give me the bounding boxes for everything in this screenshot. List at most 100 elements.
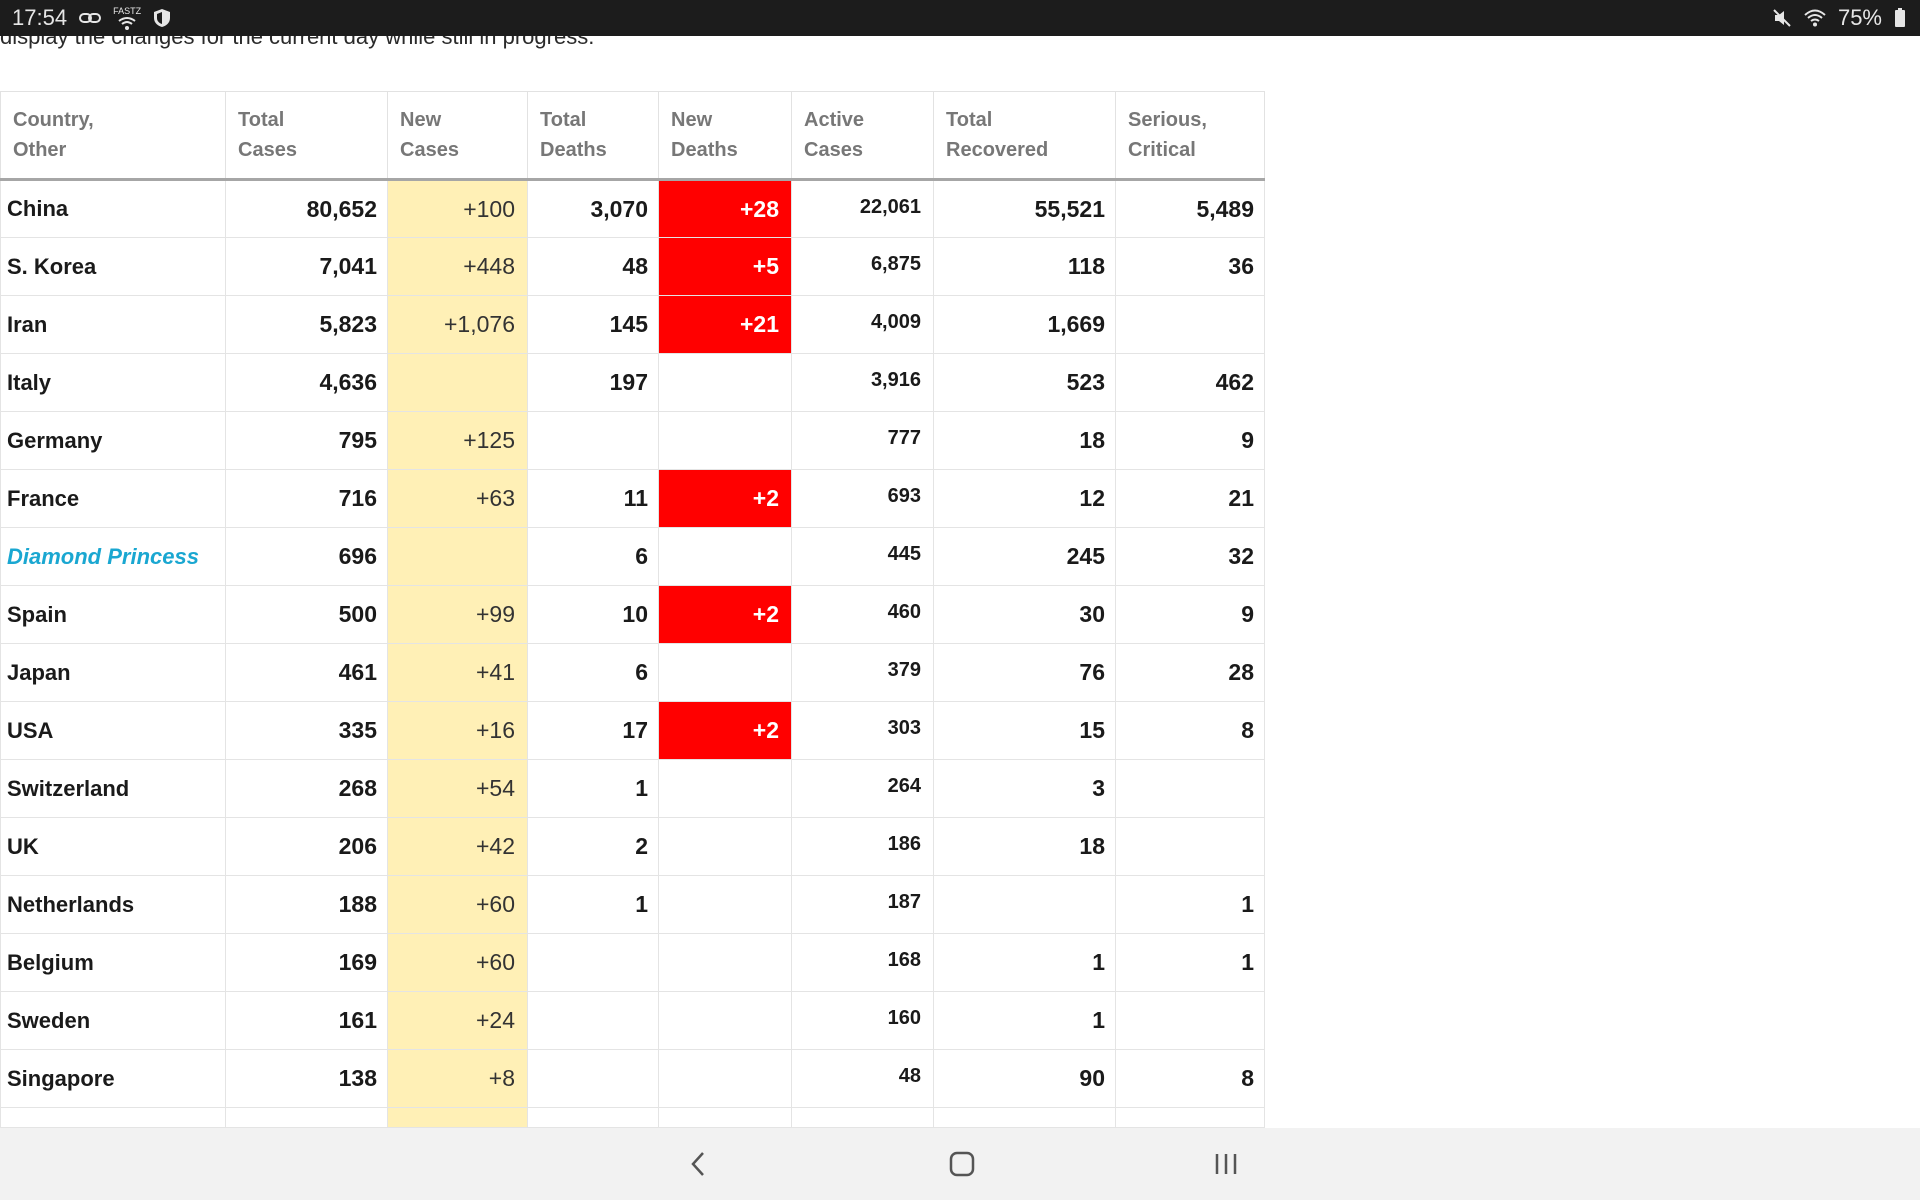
- cell-total-cases: 461: [225, 643, 388, 702]
- cell-new-cases: [387, 353, 528, 412]
- header-total-cases[interactable]: Total Cases: [225, 91, 388, 181]
- cell-total-deaths: [527, 1049, 659, 1108]
- cell-serious-critical: 28: [1115, 643, 1265, 702]
- cell-new-cases: +100: [387, 179, 528, 238]
- cell-country: Japan: [0, 643, 226, 702]
- cell-total-cases: 335: [225, 701, 388, 760]
- cell-total-recovered: 18: [933, 817, 1116, 876]
- cell-new-deaths: [658, 411, 792, 470]
- cell-new-cases: +125: [387, 411, 528, 470]
- cell-total-cases: 4,636: [225, 353, 388, 412]
- table-row: Germany 795 +125 777 18 9: [0, 411, 1265, 470]
- cell-active-cases: 460: [791, 585, 934, 644]
- cell-new-deaths: +2: [658, 585, 792, 644]
- cell-total-deaths: [527, 991, 659, 1050]
- header-country[interactable]: Country, Other: [0, 91, 226, 181]
- active-cases-value: 4,009: [870, 311, 921, 333]
- status-bar-right: 75%: [1772, 5, 1906, 31]
- active-cases-value: 303: [887, 717, 921, 739]
- cell-active-cases: 379: [791, 643, 934, 702]
- cell-country: S. Korea: [0, 237, 226, 296]
- cell-active-cases: 777: [791, 411, 934, 470]
- web-content[interactable]: display the changes for the current day …: [0, 36, 1920, 1128]
- cell-new-cases: +60: [387, 933, 528, 992]
- cell-total-deaths: [527, 411, 659, 470]
- back-icon[interactable]: [676, 1142, 720, 1186]
- cell-country: USA: [0, 701, 226, 760]
- cell-total-recovered: 245: [933, 527, 1116, 586]
- cell-new-cases: +8: [387, 1049, 528, 1108]
- cell-total-recovered: 30: [933, 585, 1116, 644]
- cell-total-recovered: 18: [933, 411, 1116, 470]
- active-cases-value: 187: [887, 891, 921, 913]
- cell-active-cases: 160: [791, 991, 934, 1050]
- cell-serious-critical: 21: [1115, 469, 1265, 528]
- table-row: Italy 4,636 197 3,916 523 462: [0, 353, 1265, 412]
- cell-new-deaths: +28: [658, 179, 792, 238]
- table-header-row: Country, Other Total Cases New Cases Tot…: [0, 91, 1265, 181]
- cell-serious-critical: 8: [1115, 1049, 1265, 1108]
- cell-total-recovered: 12: [933, 469, 1116, 528]
- cell-active-cases: 4,009: [791, 295, 934, 354]
- table-row: Switzerland 268 +54 1 264 3: [0, 759, 1265, 818]
- cell-total-recovered: 3: [933, 759, 1116, 818]
- cell-country: Italy: [0, 353, 226, 412]
- cell-active-cases: 264: [791, 759, 934, 818]
- recents-icon[interactable]: [1204, 1142, 1248, 1186]
- cell-country: Belgium: [0, 933, 226, 992]
- table-row: S. Korea 7,041 +448 48 +5 6,875 118 36: [0, 237, 1265, 296]
- active-cases-value: 3,916: [870, 369, 921, 391]
- table-row: Japan 461 +41 6 379 76 28: [0, 643, 1265, 702]
- cell-active-cases: 3,916: [791, 353, 934, 412]
- cell-serious-critical: 36: [1115, 237, 1265, 296]
- cell-country: UK: [0, 817, 226, 876]
- cell-country: France: [0, 469, 226, 528]
- active-cases-value: 48: [898, 1065, 921, 1087]
- header-total-deaths[interactable]: Total Deaths: [527, 91, 659, 181]
- cell-serious-critical: 462: [1115, 353, 1265, 412]
- header-serious-critical[interactable]: Serious, Critical: [1115, 91, 1265, 181]
- cell-new-deaths: [658, 991, 792, 1050]
- cell-new-deaths: +21: [658, 295, 792, 354]
- cell-total-cases: 7,041: [225, 237, 388, 296]
- header-new-deaths[interactable]: New Deaths: [658, 91, 792, 181]
- cell-new-deaths: [658, 933, 792, 992]
- cell-serious-critical: [1115, 759, 1265, 818]
- table-row: Belgium 169 +60 168 1 1: [0, 933, 1265, 992]
- cell-active-cases: 22,061: [791, 179, 934, 238]
- header-active-cases[interactable]: Active Cases: [791, 91, 934, 181]
- cell-total-recovered: [933, 1107, 1116, 1128]
- cell-total-cases: 161: [225, 991, 388, 1050]
- cell-total-deaths: [527, 1107, 659, 1128]
- cell-active-cases: 303: [791, 701, 934, 760]
- cell-new-deaths: [658, 817, 792, 876]
- cell-new-cases: +60: [387, 875, 528, 934]
- home-icon[interactable]: [940, 1142, 984, 1186]
- cell-active-cases: 48: [791, 1049, 934, 1108]
- cell-serious-critical: [1115, 991, 1265, 1050]
- cell-total-recovered: 55,521: [933, 179, 1116, 238]
- table-row-partial: [0, 1107, 1265, 1128]
- cell-new-deaths: [658, 1107, 792, 1128]
- cell-total-cases: 716: [225, 469, 388, 528]
- active-cases-value: 460: [887, 601, 921, 623]
- header-total-recovered[interactable]: Total Recovered: [933, 91, 1116, 181]
- cell-country: Switzerland: [0, 759, 226, 818]
- table-row: Sweden 161 +24 160 1: [0, 991, 1265, 1050]
- link-icon: [79, 11, 102, 25]
- cell-total-cases: 500: [225, 585, 388, 644]
- cell-active-cases: 187: [791, 875, 934, 934]
- cell-total-deaths: 3,070: [527, 179, 659, 238]
- cell-active-cases: 168: [791, 933, 934, 992]
- status-bar: 17:54 FASTZ: [0, 0, 1920, 36]
- cell-total-recovered: [933, 875, 1116, 934]
- battery-icon: [1894, 8, 1906, 28]
- cell-country[interactable]: Diamond Princess: [0, 527, 226, 586]
- cell-total-cases: 268: [225, 759, 388, 818]
- header-new-cases[interactable]: New Cases: [387, 91, 528, 181]
- cell-total-deaths: 10: [527, 585, 659, 644]
- cell-total-cases: 696: [225, 527, 388, 586]
- cell-total-cases: 138: [225, 1049, 388, 1108]
- intro-text: display the changes for the current day …: [0, 36, 595, 49]
- cell-active-cases: [791, 1107, 934, 1128]
